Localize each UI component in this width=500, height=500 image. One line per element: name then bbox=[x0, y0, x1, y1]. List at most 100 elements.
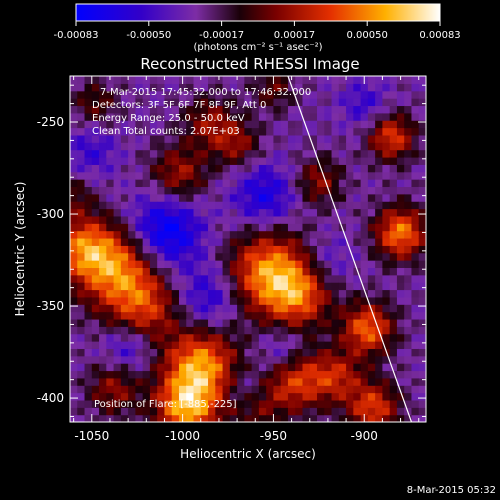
heatmap-cell bbox=[251, 156, 260, 165]
heatmap-cell bbox=[244, 260, 253, 269]
heatmap-cell bbox=[309, 377, 318, 386]
heatmap-cell bbox=[149, 237, 158, 246]
heatmap-cell bbox=[353, 385, 362, 394]
heatmap-cell bbox=[186, 186, 195, 195]
heatmap-cell bbox=[135, 333, 144, 342]
heatmap-cell bbox=[200, 296, 209, 305]
heatmap-cell bbox=[135, 134, 144, 143]
heatmap-cell bbox=[178, 83, 187, 92]
heatmap-cell bbox=[360, 370, 369, 379]
heatmap-cell bbox=[287, 215, 296, 224]
heatmap-cell bbox=[77, 289, 86, 298]
heatmap-cell bbox=[411, 208, 420, 217]
heatmap-cell bbox=[237, 134, 245, 143]
heatmap-cell bbox=[251, 392, 260, 401]
heatmap-cell bbox=[375, 193, 384, 202]
heatmap-cell bbox=[200, 304, 209, 313]
heatmap-cell bbox=[215, 179, 224, 188]
heatmap-cell bbox=[273, 355, 282, 364]
heatmap-cell bbox=[411, 252, 420, 261]
heatmap-cell bbox=[186, 127, 195, 136]
heatmap-cell bbox=[244, 392, 253, 401]
heatmap-cell bbox=[222, 83, 231, 92]
heatmap-cell bbox=[411, 355, 420, 364]
heatmap-cell bbox=[280, 399, 289, 408]
heatmap-cell bbox=[193, 83, 202, 92]
heatmap-cell bbox=[200, 90, 209, 99]
heatmap-cell bbox=[251, 208, 260, 217]
heatmap-cell bbox=[200, 267, 209, 276]
heatmap-cell bbox=[186, 385, 195, 394]
heatmap-cell bbox=[164, 164, 173, 173]
heatmap-cell bbox=[396, 230, 405, 239]
heatmap-cell bbox=[353, 193, 362, 202]
heatmap-cell bbox=[273, 363, 282, 372]
heatmap-cell bbox=[186, 98, 195, 107]
heatmap-cell bbox=[237, 186, 245, 195]
heatmap-cell bbox=[142, 127, 151, 136]
heatmap-cell bbox=[396, 237, 405, 246]
heatmap-cell bbox=[193, 134, 202, 143]
heatmap-cell bbox=[99, 142, 107, 151]
heatmap-cell bbox=[324, 120, 333, 129]
heatmap-cell bbox=[149, 385, 158, 394]
heatmap-cell bbox=[418, 98, 426, 107]
heatmap-cell bbox=[375, 186, 384, 195]
heatmap-cell bbox=[237, 90, 245, 99]
heatmap-cell bbox=[346, 252, 354, 261]
heatmap-cell bbox=[120, 289, 129, 298]
heatmap-cell bbox=[324, 127, 333, 136]
heatmap-cell bbox=[287, 164, 296, 173]
heatmap-cell bbox=[302, 208, 311, 217]
heatmap-cell bbox=[84, 112, 93, 121]
heatmap-cell bbox=[389, 179, 398, 188]
heatmap-cell bbox=[70, 267, 78, 276]
heatmap-cell bbox=[375, 179, 384, 188]
heatmap-cell bbox=[287, 407, 296, 416]
heatmap-cell bbox=[360, 333, 369, 342]
heatmap-cell bbox=[309, 215, 318, 224]
heatmap-cell bbox=[237, 215, 245, 224]
heatmap-cell bbox=[266, 164, 275, 173]
heatmap-cell bbox=[229, 274, 238, 283]
heatmap-cell bbox=[346, 149, 354, 158]
heatmap-cell bbox=[317, 267, 325, 276]
heatmap-cell bbox=[237, 296, 245, 305]
heatmap-cell bbox=[222, 363, 231, 372]
heatmap-cell bbox=[237, 274, 245, 283]
heatmap-cell bbox=[244, 164, 253, 173]
heatmap-cell bbox=[120, 355, 129, 364]
heatmap-cell bbox=[70, 311, 78, 320]
heatmap-cell bbox=[142, 304, 151, 313]
heatmap-cell bbox=[360, 230, 369, 239]
heatmap-cell bbox=[353, 282, 362, 291]
heatmap-cell bbox=[382, 370, 391, 379]
heatmap-cell bbox=[164, 304, 173, 313]
heatmap-cell bbox=[309, 171, 318, 180]
heatmap-cell bbox=[317, 127, 325, 136]
heatmap-cell bbox=[360, 201, 369, 210]
heatmap-cell bbox=[135, 230, 144, 239]
heatmap-cell bbox=[84, 164, 93, 173]
heatmap-cell bbox=[244, 399, 253, 408]
heatmap-cell bbox=[120, 399, 129, 408]
heatmap-cell bbox=[266, 245, 275, 254]
heatmap-cell bbox=[164, 112, 173, 121]
heatmap-cell bbox=[128, 230, 136, 239]
heatmap-cell bbox=[382, 296, 391, 305]
heatmap-cell bbox=[338, 171, 347, 180]
heatmap-cell bbox=[317, 223, 325, 232]
heatmap-cell bbox=[287, 230, 296, 239]
heatmap-cell bbox=[404, 156, 413, 165]
heatmap-cell bbox=[128, 149, 136, 158]
heatmap-cell bbox=[324, 90, 333, 99]
heatmap-cell bbox=[396, 370, 405, 379]
heatmap-cell bbox=[404, 355, 413, 364]
heatmap-cell bbox=[113, 289, 122, 298]
heatmap-cell bbox=[367, 370, 376, 379]
heatmap-cell bbox=[135, 407, 144, 416]
heatmap-cell bbox=[324, 392, 333, 401]
heatmap-cell bbox=[164, 171, 173, 180]
heatmap-cell bbox=[346, 186, 354, 195]
heatmap-cell bbox=[280, 149, 289, 158]
